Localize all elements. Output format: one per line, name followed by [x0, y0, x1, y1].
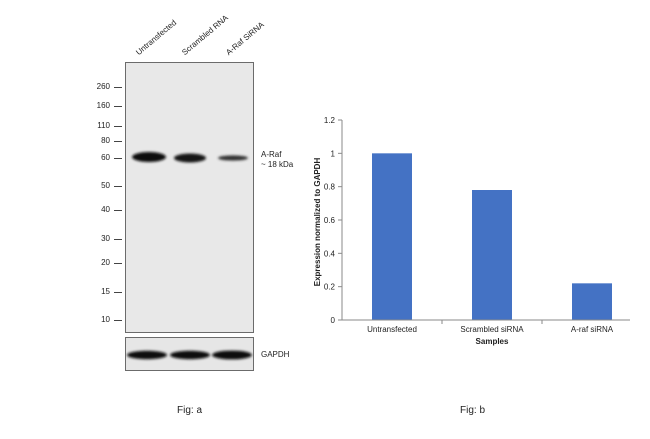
band-scrambled — [174, 153, 206, 163]
blot-panel-gapdh — [125, 337, 254, 371]
mw-label-110: 110 — [97, 121, 110, 130]
mw-tick — [114, 186, 122, 187]
y-axis-title: Expression normalized to GAPDH — [313, 158, 322, 287]
mw-label-160: 160 — [96, 101, 110, 110]
mw-label-40: 40 — [101, 205, 110, 214]
bar-scrambled-sirna — [472, 190, 512, 320]
mw-tick — [114, 106, 122, 107]
mw-tick — [114, 320, 122, 321]
blot-bands-araf — [132, 152, 248, 163]
mw-tick — [114, 292, 122, 293]
mw-label-15: 15 — [101, 287, 110, 296]
x-tick-label: Scrambled siRNA — [460, 325, 524, 334]
lane-label-untransfected: Untransfected — [134, 18, 179, 57]
y-tick-label: 1 — [331, 149, 336, 158]
y-tick-label: 0.2 — [324, 283, 336, 292]
mw-label-50: 50 — [101, 181, 110, 190]
mw-label-10: 10 — [101, 315, 110, 324]
y-tick-label: 1.2 — [324, 116, 336, 125]
band-gapdh-1 — [127, 350, 167, 360]
band-gapdh-2 — [170, 350, 210, 360]
mw-tick — [114, 87, 122, 88]
band-gapdh-3 — [212, 350, 252, 360]
bar-untransfected — [372, 153, 412, 320]
blot-bands-gapdh — [127, 350, 252, 360]
mw-tick — [114, 141, 122, 142]
mw-label-30: 30 — [101, 234, 110, 243]
lane-label-sirna: A-Raf SiRNA — [224, 20, 266, 58]
x-tick-label: A-raf siRNA — [571, 325, 614, 334]
figure-caption-b: Fig: b — [460, 405, 486, 416]
blot-panel-araf — [125, 62, 254, 333]
y-tick-label: 0 — [331, 316, 336, 325]
mw-label-60: 60 — [101, 153, 110, 162]
mw-tick — [114, 126, 122, 127]
y-tick-label: 0.6 — [324, 216, 336, 225]
band-label-size: ~ 18 kDa — [261, 160, 294, 169]
y-tick-label: 0.4 — [324, 249, 336, 258]
mw-tick — [114, 239, 122, 240]
bar-chart: 0 0.2 0.4 0.6 0.8 1 1.2 Untransfected Scrambled… — [313, 116, 630, 346]
x-axis-title: Samples — [476, 337, 509, 346]
band-sirna — [218, 155, 248, 161]
x-tick-label: Untransfected — [367, 325, 417, 334]
mw-tick — [114, 210, 122, 211]
mw-tick — [114, 263, 122, 264]
band-untransfected — [132, 152, 166, 162]
mw-tick — [114, 158, 122, 159]
band-label-gapdh: GAPDH — [261, 350, 290, 359]
mw-label-260: 260 — [96, 82, 110, 91]
band-label-araf: A-Raf — [261, 150, 282, 159]
lane-label-scrambled: Scrambled RNA — [180, 13, 230, 58]
bar-a-raf-sirna — [572, 283, 612, 320]
y-tick-label: 0.8 — [324, 183, 336, 192]
figure-caption-a: Fig: a — [177, 405, 203, 416]
mw-label-80: 80 — [101, 136, 110, 145]
mw-label-20: 20 — [101, 258, 110, 267]
